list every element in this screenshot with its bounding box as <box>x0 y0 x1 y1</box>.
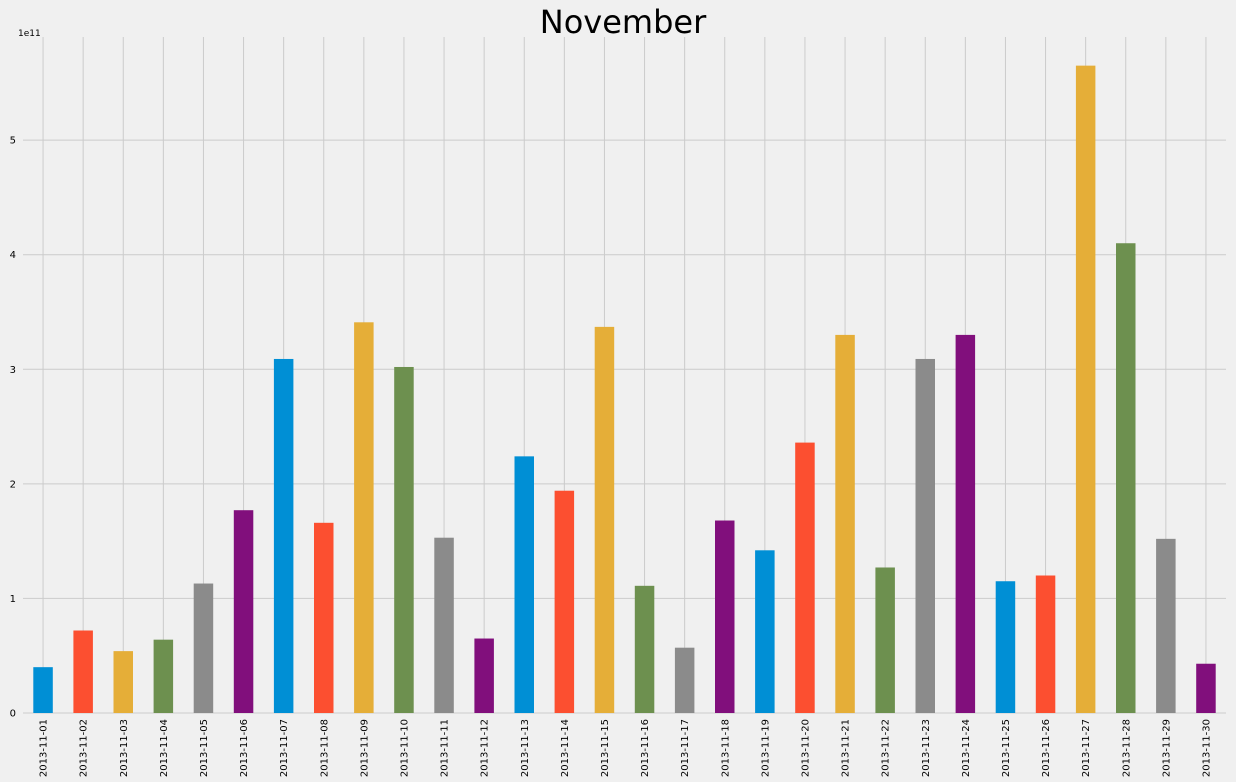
bar <box>594 326 615 713</box>
bar <box>1075 65 1096 714</box>
bar <box>73 630 93 713</box>
bar <box>554 490 575 713</box>
x-tick-label: 2013-11-08 <box>319 719 330 777</box>
bar <box>434 537 454 713</box>
bar <box>514 456 534 713</box>
x-tick-label: 2013-11-15 <box>600 719 611 777</box>
bar <box>1156 538 1176 713</box>
y-tick-label: 1 <box>10 594 16 605</box>
y-tick-label: 0 <box>10 709 16 720</box>
bar <box>755 550 775 713</box>
x-tick-label: 2013-11-14 <box>560 719 571 777</box>
bar <box>835 334 855 713</box>
x-tick-label: 2013-11-09 <box>359 719 370 777</box>
x-tick-label: 2013-11-02 <box>79 719 90 777</box>
x-tick-label: 2013-11-21 <box>841 719 852 777</box>
x-tick-label: 2013-11-16 <box>640 719 651 777</box>
bar <box>995 581 1016 713</box>
y-multiplier-label: 1e11 <box>18 29 41 39</box>
bar <box>1196 663 1216 713</box>
x-tick-label: 2013-11-30 <box>1201 719 1212 777</box>
bars <box>33 65 1216 714</box>
bar <box>795 442 815 713</box>
x-tick-label: 2013-11-13 <box>520 719 531 777</box>
y-axis-ticks: 0 1 2 3 4 5 <box>10 136 16 720</box>
x-axis-ticks: 2013-11-01 2013-11-02 2013-11-03 2013-11-04… <box>39 719 1213 777</box>
bar <box>233 510 254 713</box>
y-tick-label: 4 <box>10 250 16 261</box>
x-tick-label: 2013-11-05 <box>199 719 210 777</box>
x-tick-label: 2013-11-06 <box>239 719 250 777</box>
y-tick-label: 3 <box>10 365 16 376</box>
bar <box>474 638 494 713</box>
y-tick-label: 5 <box>10 136 16 147</box>
bar <box>153 639 174 713</box>
bar <box>273 358 294 713</box>
x-tick-label: 2013-11-24 <box>961 719 972 777</box>
x-tick-label: 2013-11-11 <box>440 719 451 777</box>
bar <box>634 585 655 713</box>
x-tick-label: 2013-11-27 <box>1081 719 1092 777</box>
bar <box>193 583 214 713</box>
x-tick-label: 2013-11-07 <box>279 719 290 777</box>
x-tick-label: 2013-11-26 <box>1041 719 1052 777</box>
x-tick-label: 2013-11-23 <box>921 719 932 777</box>
x-tick-label: 2013-11-19 <box>760 719 771 777</box>
x-tick-label: 2013-11-01 <box>39 719 50 777</box>
x-tick-label: 2013-11-12 <box>480 719 491 777</box>
bar <box>1116 243 1136 713</box>
bar <box>33 667 53 713</box>
x-tick-label: 2013-11-18 <box>720 719 731 777</box>
bar <box>674 647 695 713</box>
bar <box>715 520 735 713</box>
bar <box>113 651 133 713</box>
x-tick-label: 2013-11-03 <box>119 719 130 777</box>
bar <box>314 522 334 713</box>
x-tick-label: 2013-11-04 <box>159 719 170 777</box>
bar <box>915 358 935 713</box>
bar <box>394 366 414 713</box>
bar <box>875 567 895 713</box>
x-tick-label: 2013-11-17 <box>680 719 691 777</box>
bar <box>1035 575 1056 713</box>
x-tick-label: 2013-11-25 <box>1001 719 1012 777</box>
chart-title: November <box>540 3 707 41</box>
x-tick-label: 2013-11-28 <box>1121 719 1132 777</box>
x-tick-label: 2013-11-22 <box>881 719 892 777</box>
y-tick-label: 2 <box>10 479 16 490</box>
bar <box>354 322 374 713</box>
x-tick-label: 2013-11-29 <box>1161 719 1172 777</box>
bar <box>955 334 976 713</box>
x-tick-label: 2013-11-10 <box>399 719 410 777</box>
x-tick-label: 2013-11-20 <box>800 719 811 777</box>
